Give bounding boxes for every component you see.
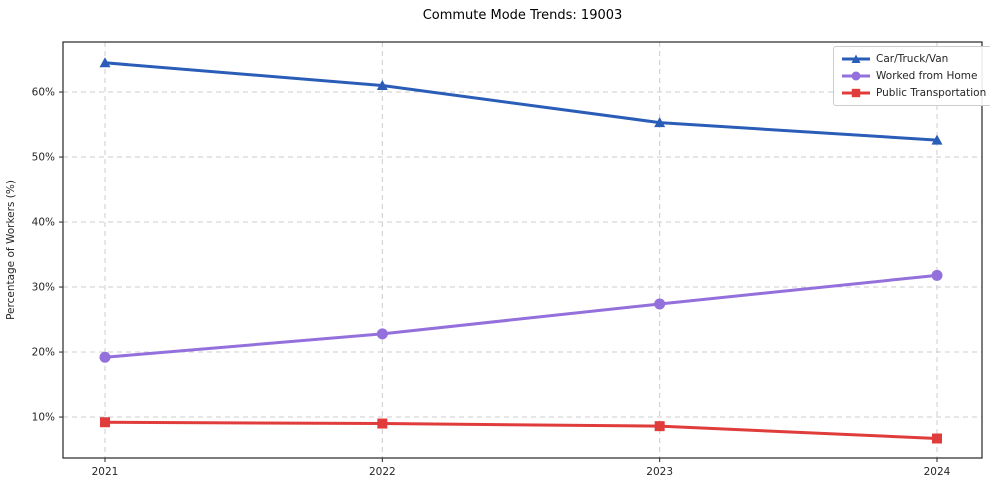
y-tick-label: 60% xyxy=(32,87,55,99)
data-point-square-icon xyxy=(100,417,110,428)
axes-spines xyxy=(62,41,983,459)
legend-item: Worked from Home xyxy=(841,69,986,83)
chart-title: Commute Mode Trends: 19003 xyxy=(422,8,623,23)
series-line-triangle xyxy=(103,61,939,142)
y-tick-label: 10% xyxy=(32,412,55,424)
data-point-square-icon xyxy=(377,418,388,429)
series-line-circle xyxy=(103,273,939,359)
y-tick-label: 30% xyxy=(32,282,55,294)
x-tick-label: 2023 xyxy=(646,466,673,478)
y-tick-label: 40% xyxy=(32,217,55,229)
legend-marker-triangle-icon xyxy=(842,54,870,63)
data-point-square-icon xyxy=(932,433,942,444)
y-tick-label: 50% xyxy=(32,152,55,164)
x-tick-label: 2024 xyxy=(924,466,951,478)
data-point-triangle-icon xyxy=(376,80,388,91)
legend-item: Car/Truck/Van xyxy=(841,52,986,66)
data-point-triangle-icon xyxy=(654,117,666,128)
series-line-square xyxy=(103,420,939,440)
x-tick-label: 2021 xyxy=(92,466,119,478)
legend-marker-square-icon xyxy=(842,88,870,98)
legend: Car/Truck/Van Worked from Home Public Tran… xyxy=(833,46,990,106)
data-point-triangle-icon xyxy=(931,134,943,145)
legend-label: Car/Truck/Van xyxy=(876,53,949,65)
data-point-triangle-icon xyxy=(99,57,111,68)
data-point-circle-icon xyxy=(376,328,388,340)
x-tick-label: 2022 xyxy=(369,466,396,478)
legend-label: Public Transportation xyxy=(876,87,987,99)
legend-item: Public Transportation xyxy=(841,86,986,100)
legend-marker-circle-icon xyxy=(842,71,870,81)
data-point-circle-icon xyxy=(931,269,943,281)
data-point-square-icon xyxy=(654,421,665,432)
data-point-circle-icon xyxy=(654,298,666,310)
legend-label: Worked from Home xyxy=(876,70,978,82)
y-tick-label: 20% xyxy=(32,347,55,359)
y-axis-label: Percentage of Workers (%) xyxy=(5,180,17,320)
data-point-circle-icon xyxy=(99,351,111,363)
